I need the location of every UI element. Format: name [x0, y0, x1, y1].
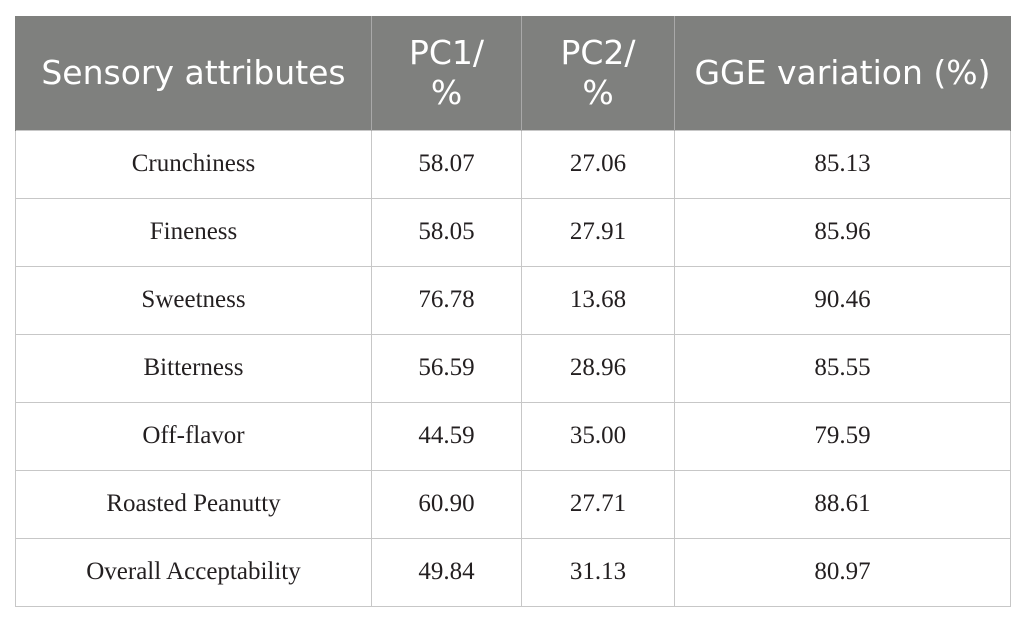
cell-pc1: 76.78 [371, 265, 522, 335]
cell-pc2: 31.13 [521, 537, 675, 607]
cell-attribute: Off-flavor [15, 401, 372, 471]
cell-gge: 85.13 [674, 129, 1011, 199]
cell-pc1: 58.05 [371, 197, 522, 267]
cell-pc1: 60.90 [371, 469, 522, 539]
table-row: Roasted Peanutty 60.90 27.71 88.61 [15, 469, 1011, 539]
cell-pc2: 13.68 [521, 265, 675, 335]
table-body: Crunchiness 58.07 27.06 85.13 Fineness 5… [15, 129, 1011, 607]
cell-pc1: 58.07 [371, 129, 522, 199]
sensory-pca-table: Sensory attributes PC1/ % PC2/ % GGE var… [15, 16, 1011, 607]
header-row: Sensory attributes PC1/ % PC2/ % GGE var… [15, 16, 1011, 130]
header-pc2: PC2/ % [521, 16, 675, 130]
cell-pc1: 49.84 [371, 537, 522, 607]
cell-gge: 90.46 [674, 265, 1011, 335]
cell-attribute: Sweetness [15, 265, 372, 335]
cell-pc2: 28.96 [521, 333, 675, 403]
table-row: Overall Acceptability 49.84 31.13 80.97 [15, 537, 1011, 607]
cell-attribute: Roasted Peanutty [15, 469, 372, 539]
cell-attribute: Fineness [15, 197, 372, 267]
table-row: Crunchiness 58.07 27.06 85.13 [15, 129, 1011, 199]
header-sensory-attributes: Sensory attributes [15, 16, 372, 130]
cell-gge: 85.96 [674, 197, 1011, 267]
cell-gge: 79.59 [674, 401, 1011, 471]
cell-pc1: 56.59 [371, 333, 522, 403]
cell-gge: 88.61 [674, 469, 1011, 539]
cell-pc1: 44.59 [371, 401, 522, 471]
header-gge-variation: GGE variation (%) [674, 16, 1011, 130]
table-header: Sensory attributes PC1/ % PC2/ % GGE var… [15, 16, 1011, 130]
cell-pc2: 27.06 [521, 129, 675, 199]
table-row: Fineness 58.05 27.91 85.96 [15, 197, 1011, 267]
table-row: Bitterness 56.59 28.96 85.55 [15, 333, 1011, 403]
cell-gge: 80.97 [674, 537, 1011, 607]
cell-gge: 85.55 [674, 333, 1011, 403]
cell-pc2: 35.00 [521, 401, 675, 471]
cell-pc2: 27.91 [521, 197, 675, 267]
header-pc1: PC1/ % [371, 16, 522, 130]
cell-attribute: Crunchiness [15, 129, 372, 199]
table-row: Off-flavor 44.59 35.00 79.59 [15, 401, 1011, 471]
cell-pc2: 27.71 [521, 469, 675, 539]
table-row: Sweetness 76.78 13.68 90.46 [15, 265, 1011, 335]
cell-attribute: Bitterness [15, 333, 372, 403]
data-table-container: Sensory attributes PC1/ % PC2/ % GGE var… [15, 16, 1011, 607]
cell-attribute: Overall Acceptability [15, 537, 372, 607]
